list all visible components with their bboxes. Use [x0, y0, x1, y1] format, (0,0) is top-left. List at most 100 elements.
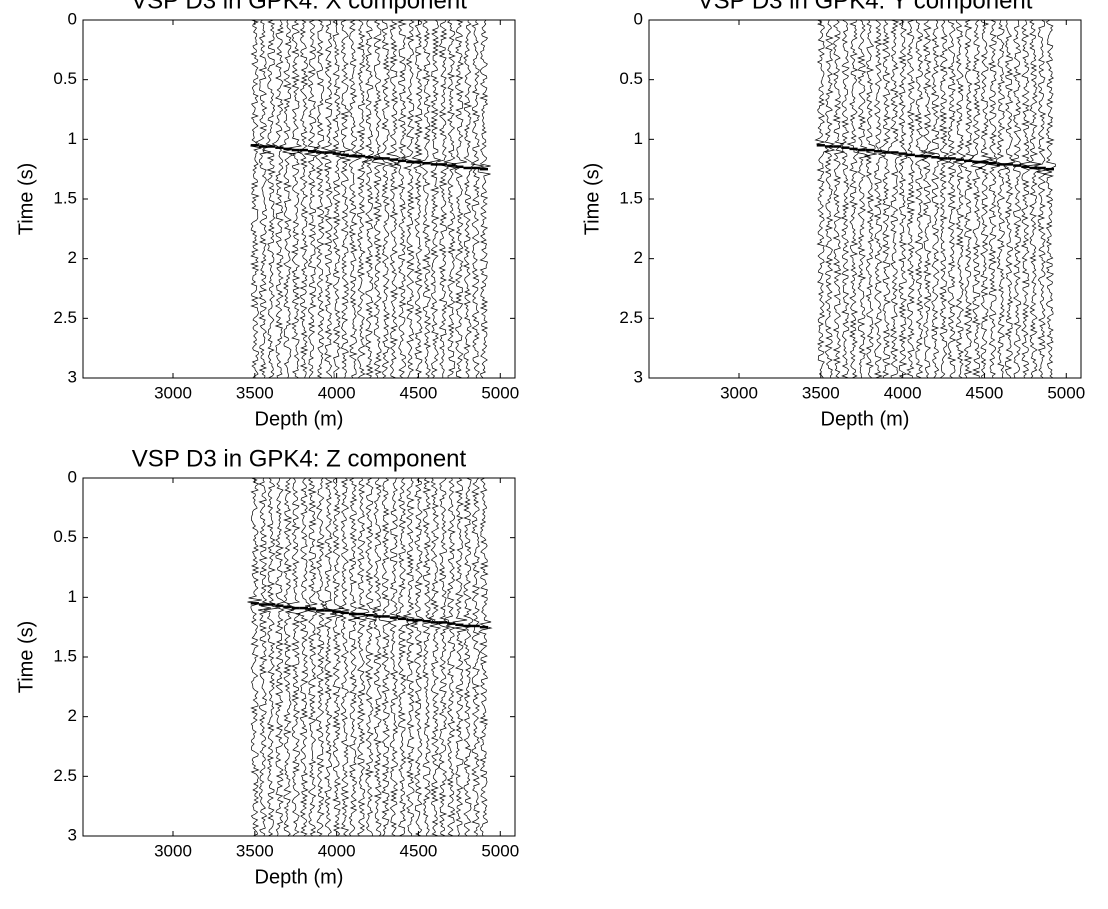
trace — [288, 19, 303, 379]
trace — [886, 19, 904, 379]
trace — [321, 477, 337, 837]
trace — [331, 19, 346, 379]
x-tick-label: 5000 — [481, 383, 519, 402]
trace — [271, 19, 285, 379]
trace — [462, 477, 474, 837]
trace — [409, 477, 425, 837]
trace — [378, 477, 392, 837]
y-tick-label: 1.5 — [619, 188, 643, 207]
trace — [1003, 19, 1016, 379]
x-tick-label: 4000 — [318, 383, 356, 402]
trace — [371, 477, 383, 837]
trace — [947, 19, 957, 379]
trace — [478, 477, 493, 837]
trace — [422, 477, 435, 837]
y-tick-label: 3 — [68, 367, 77, 386]
trace — [903, 19, 916, 379]
x-axis-label: Depth (m) — [821, 408, 910, 430]
trace — [470, 19, 484, 379]
trace — [386, 19, 402, 379]
y-tick-label: 0.5 — [53, 69, 77, 88]
x-tick-label: 3500 — [802, 383, 840, 402]
y-axis-label: Time (s) — [15, 621, 37, 694]
trace — [437, 477, 451, 837]
y-tick-label: 2 — [68, 248, 77, 267]
x-tick-label: 4500 — [400, 383, 438, 402]
trace — [304, 19, 321, 379]
x-tick-label: 5000 — [481, 841, 519, 860]
trace — [297, 19, 309, 379]
trace — [477, 19, 491, 379]
y-axis-label: Time (s) — [15, 163, 37, 236]
trace — [953, 19, 967, 379]
trace — [313, 19, 325, 379]
trace — [832, 19, 845, 379]
trace — [279, 19, 297, 379]
trace — [451, 19, 467, 379]
subplot: VSP D3 in GPK4: X component 0 0.5 1 1.5 2 2.5 3… — [15, 0, 519, 430]
trace — [462, 19, 476, 379]
axes-box — [82, 19, 516, 379]
trace — [428, 477, 442, 837]
trace — [320, 19, 336, 379]
y-tick-label: 2.5 — [619, 308, 643, 327]
y-axis-label: Time (s) — [581, 163, 603, 236]
trace — [250, 19, 262, 379]
trace — [364, 477, 379, 837]
trace — [443, 477, 457, 837]
x-tick-label: 3500 — [236, 383, 274, 402]
trace — [1019, 19, 1032, 379]
trace — [938, 19, 951, 379]
trace — [1033, 19, 1048, 379]
trace — [877, 19, 891, 379]
subplot: VSP D3 in GPK4: Y component 0 0.5 1 1.5 2 2.5 3… — [581, 0, 1085, 430]
trace — [985, 19, 1000, 379]
x-tick-label: 4000 — [884, 383, 922, 402]
trace — [435, 19, 450, 378]
y-tick-label: 1 — [68, 587, 77, 606]
trace — [1025, 19, 1042, 379]
y-tick-label: 2 — [68, 706, 77, 725]
y-tick-label: 0.5 — [619, 69, 643, 88]
x-tick-label: 3000 — [154, 383, 192, 402]
trace — [346, 19, 363, 379]
trace — [315, 477, 328, 837]
trace — [995, 19, 1010, 379]
trace — [255, 19, 272, 379]
trace — [967, 19, 984, 379]
trace — [977, 19, 994, 379]
trace — [286, 477, 301, 837]
y-tick-label: 1 — [68, 129, 77, 148]
x-axis-label: Depth (m) — [255, 866, 344, 888]
y-tick-label: 1.5 — [53, 188, 77, 207]
trace — [1010, 19, 1022, 379]
trace — [1043, 19, 1057, 379]
trace — [362, 19, 375, 379]
y-tick-label: 0 — [68, 467, 77, 486]
x-tick-label: 5000 — [1047, 383, 1085, 402]
x-axis-label: Depth (m) — [255, 408, 344, 430]
trace — [417, 19, 432, 379]
x-tick-label: 4000 — [318, 841, 356, 860]
y-tick-label: 0 — [634, 9, 643, 28]
trace — [403, 477, 419, 837]
x-tick-label: 3000 — [720, 383, 758, 402]
trace — [873, 19, 886, 379]
trace — [387, 477, 401, 837]
trace — [337, 477, 350, 837]
trace — [338, 19, 352, 379]
trace — [258, 477, 272, 837]
chart-title: VSP D3 in GPK4: X component — [131, 0, 467, 14]
trace — [348, 477, 360, 837]
trace — [853, 19, 871, 379]
trace — [814, 19, 830, 379]
trace — [920, 19, 936, 379]
trace — [914, 19, 929, 379]
trace — [262, 19, 276, 379]
y-tick-label: 1.5 — [53, 646, 77, 665]
trace — [927, 19, 944, 379]
trace — [960, 19, 975, 379]
trace — [471, 477, 481, 837]
